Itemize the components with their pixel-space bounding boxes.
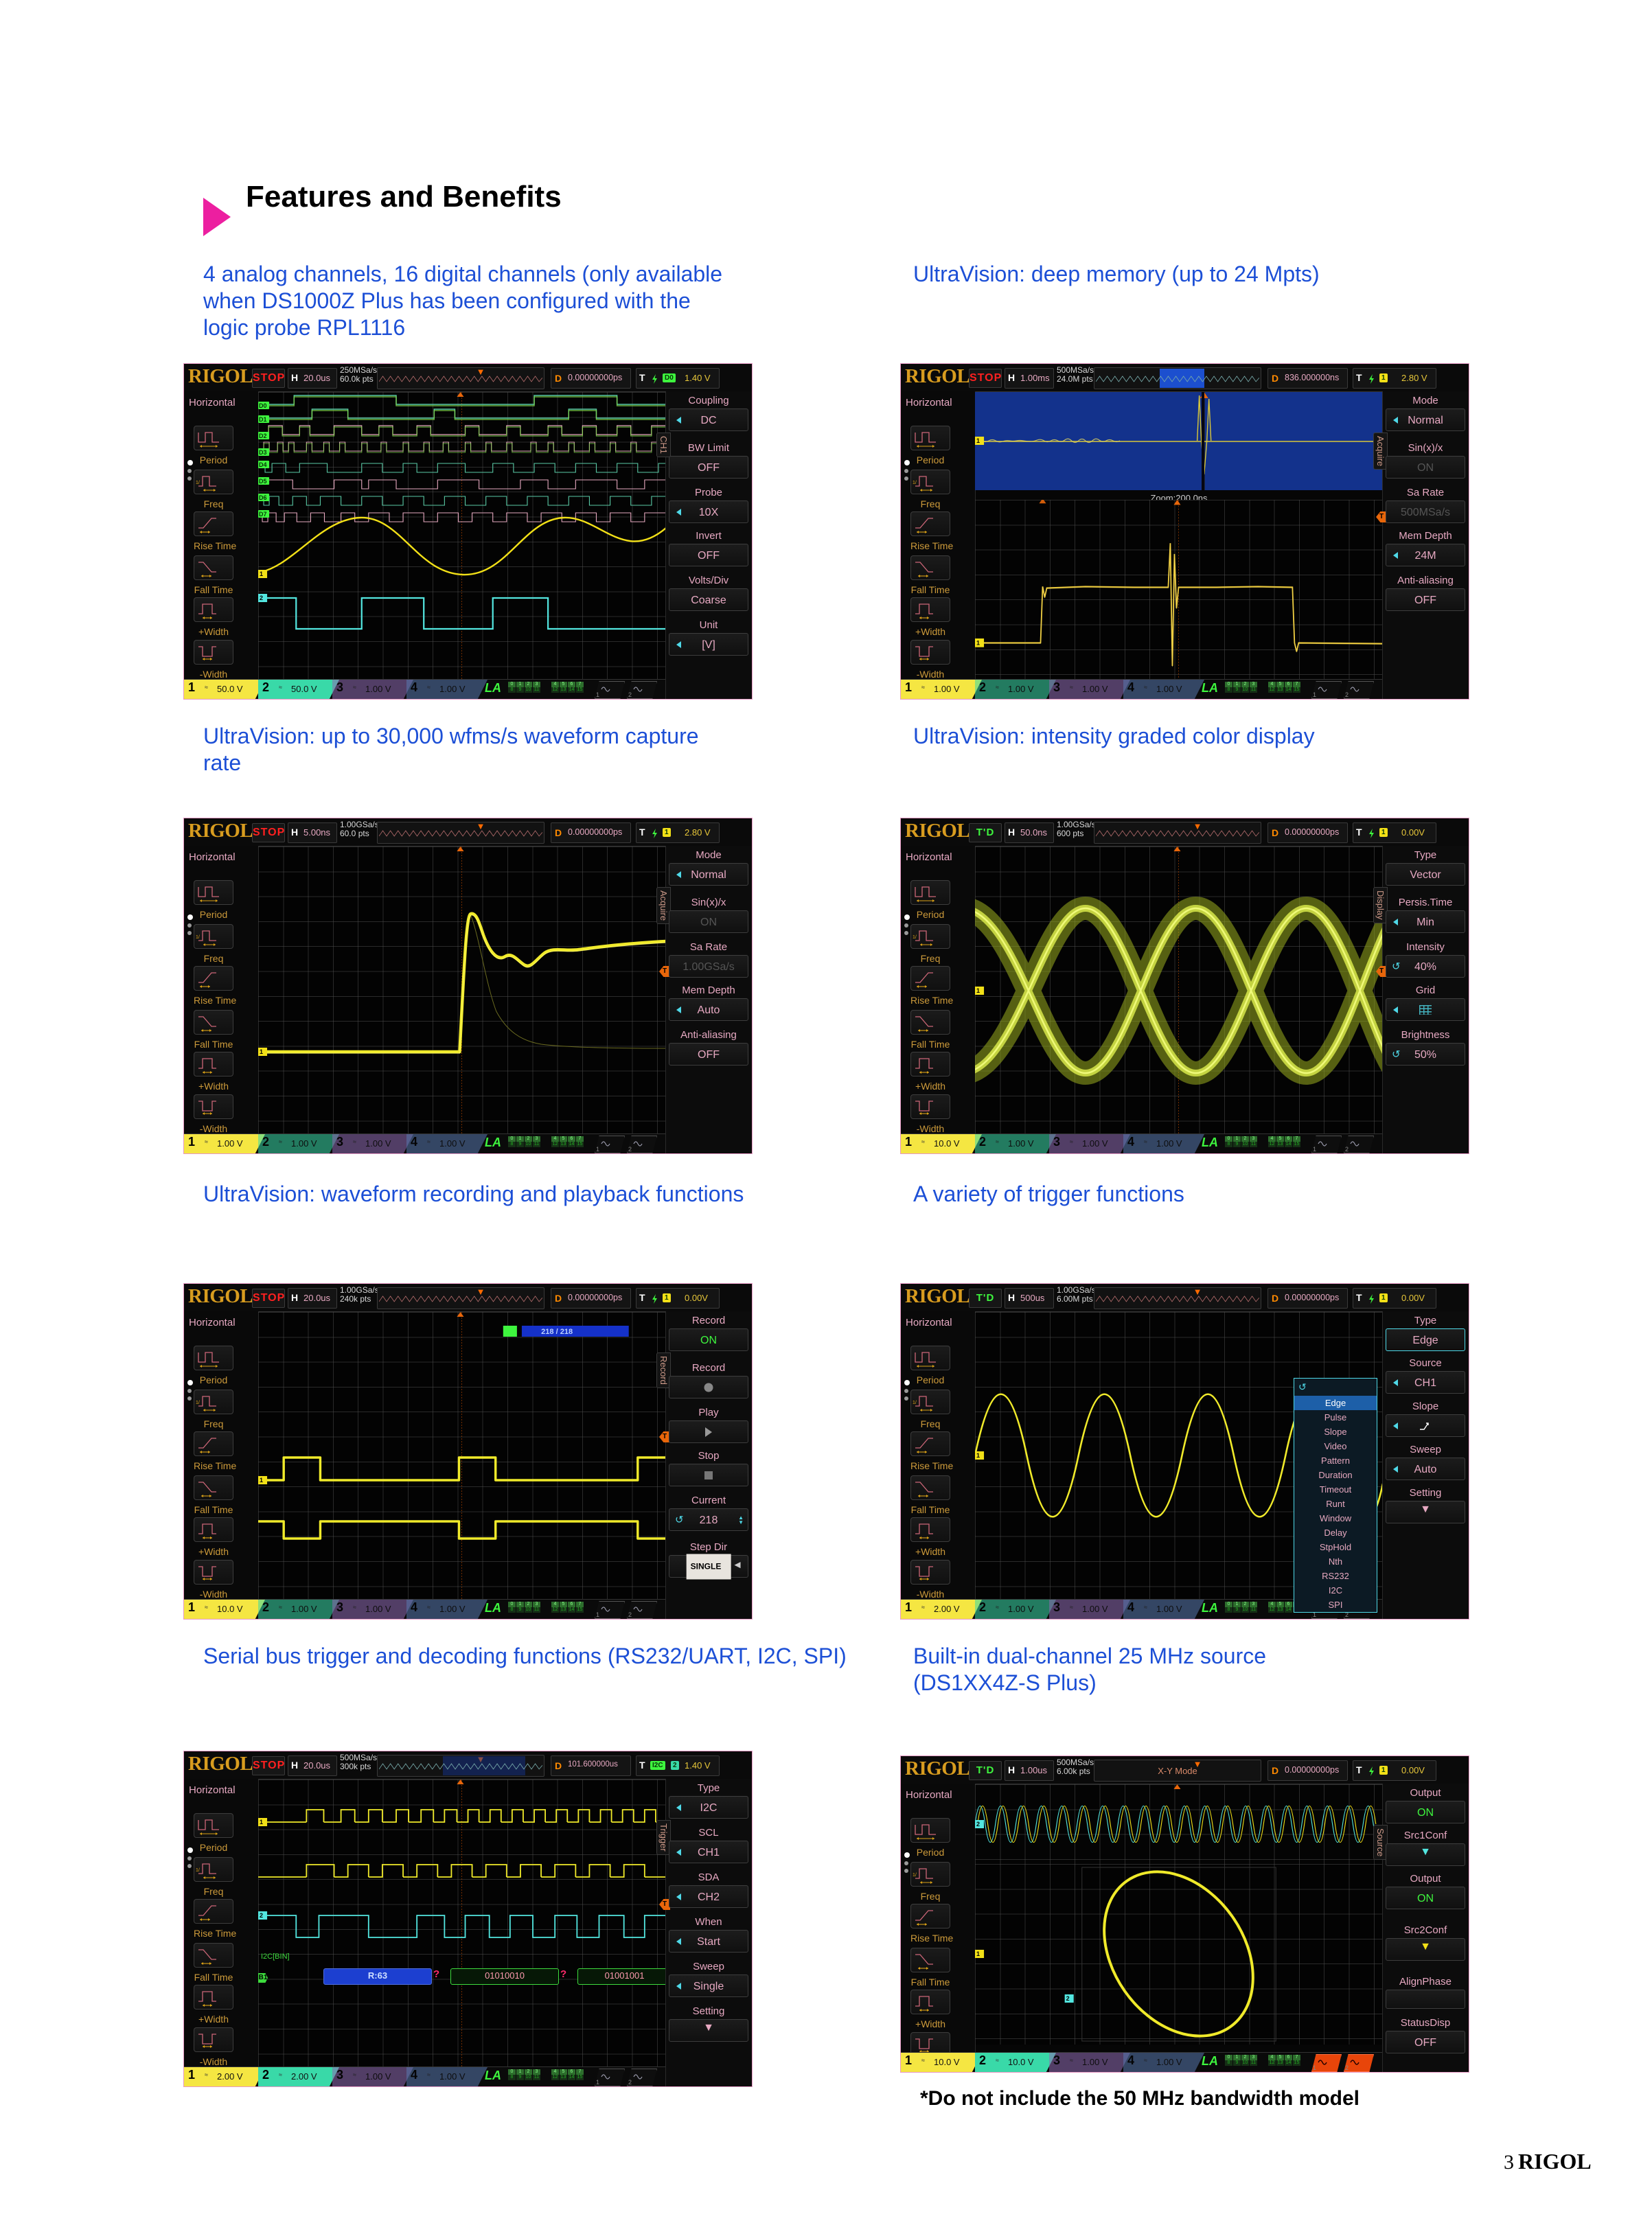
- svg-text:2: 2: [1066, 1995, 1070, 2002]
- svg-text:D7: D7: [259, 511, 267, 518]
- svg-text:2: 2: [260, 595, 263, 601]
- svg-text:1: 1: [260, 1048, 263, 1055]
- svg-text:D6: D6: [259, 494, 267, 501]
- svg-text:2: 2: [976, 1821, 980, 1828]
- svg-text:1: 1: [976, 639, 980, 646]
- svg-text:2: 2: [260, 1912, 263, 1919]
- svg-text:1: 1: [976, 987, 980, 994]
- svg-text:D1: D1: [259, 416, 267, 423]
- svg-text:1: 1: [976, 437, 980, 444]
- svg-text:D4: D4: [259, 461, 267, 468]
- svg-text:218 / 218: 218 / 218: [541, 1328, 573, 1336]
- svg-text:1: 1: [260, 571, 263, 577]
- svg-text:D2: D2: [259, 433, 267, 439]
- svg-text:D3: D3: [259, 449, 267, 456]
- svg-text:1: 1: [976, 1452, 980, 1459]
- svg-text:D0: D0: [259, 402, 267, 409]
- svg-text:1: 1: [976, 1950, 980, 1957]
- svg-text:1: 1: [260, 1477, 263, 1484]
- svg-text:1: 1: [260, 1819, 263, 1826]
- svg-text:D5: D5: [259, 478, 267, 485]
